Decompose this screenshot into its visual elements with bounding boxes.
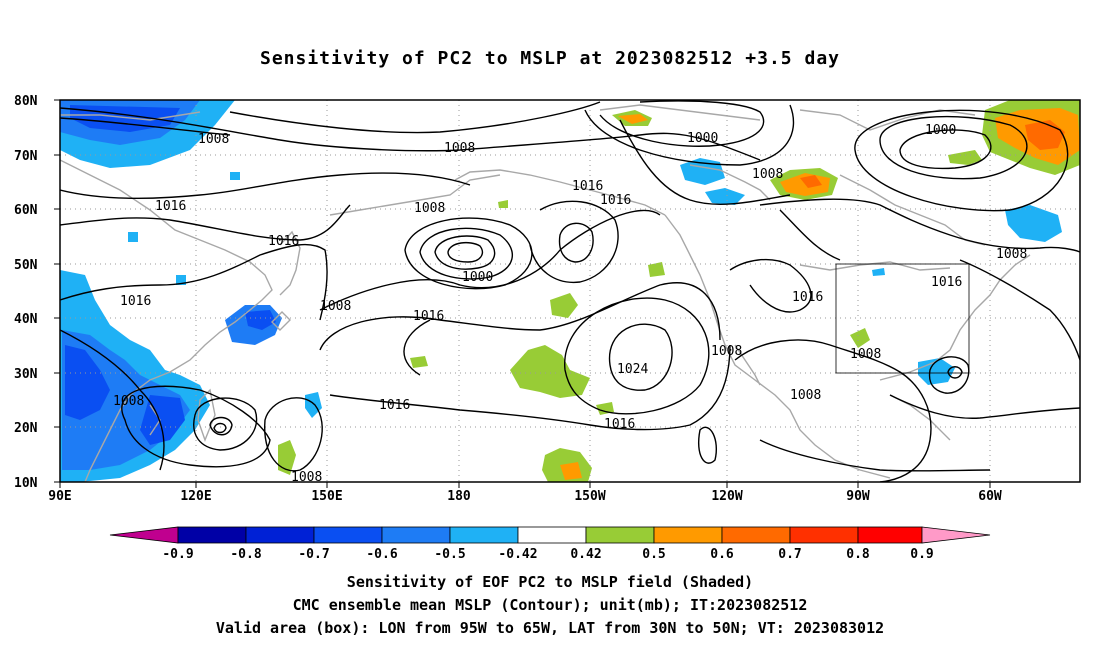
colorbar-min-arrow xyxy=(109,526,179,544)
axis-ticks xyxy=(54,99,991,488)
lat-label: 50N xyxy=(14,258,38,273)
lat-label: 60N xyxy=(14,203,38,218)
colorbar-swatch xyxy=(857,526,923,544)
lon-label: 90W xyxy=(846,489,870,504)
contour-label: 1016 xyxy=(413,309,444,324)
colorbar-swatch xyxy=(789,526,859,544)
colorbar-tick: 0.5 xyxy=(642,547,665,562)
colorbar-tick: -0.7 xyxy=(298,547,329,562)
colorbar-tick: -0.6 xyxy=(366,547,397,562)
contour-label: 1008 xyxy=(752,167,783,182)
colorbar-max-arrow xyxy=(921,526,991,544)
contour-label: 1000 xyxy=(925,123,956,138)
colorbar: -0.9 -0.8 -0.7 -0.6 -0.5 -0.42 0.42 0.5 … xyxy=(109,526,991,562)
colorbar-swatch xyxy=(245,526,315,544)
contour-label: 1024 xyxy=(617,362,648,377)
contour-label-1016-east: 1016 xyxy=(931,275,962,290)
lon-label: 180 xyxy=(447,489,471,504)
lat-label: 10N xyxy=(14,476,38,491)
lon-label: 90E xyxy=(48,489,71,504)
map-plot-area: 1008 1008 1000 1000 1016 1016 1008 1016 … xyxy=(60,100,1080,485)
colorbar-tick: 0.9 xyxy=(910,547,933,562)
contour-label: 1008 xyxy=(414,201,445,216)
contour-label: 1016 xyxy=(604,417,635,432)
lat-label: 40N xyxy=(14,312,38,327)
contour-label: 1008 xyxy=(444,141,475,156)
lon-label: 60W xyxy=(978,489,1002,504)
contour-label: 1008 xyxy=(790,388,821,403)
lon-label: 120E xyxy=(180,489,211,504)
contour-label: 1008 xyxy=(320,299,351,314)
lon-label: 150W xyxy=(574,489,605,504)
colorbar-swatch xyxy=(721,526,791,544)
contour-labels-extra: 1016 xyxy=(931,275,962,290)
contour-label: 1016 xyxy=(155,199,186,214)
contour-labels: 1008 1008 1000 1000 1016 1016 1008 1016 … xyxy=(113,123,1027,485)
colorbar-tick: -0.9 xyxy=(162,547,193,562)
longitude-labels: 90E 120E 150E 180 150W 120W 90W 60W xyxy=(48,489,1002,504)
colorbar-tick: 0.8 xyxy=(846,547,870,562)
contour-label: 1008 xyxy=(113,394,144,409)
contour-label: 1000 xyxy=(687,131,718,146)
colorbar-swatch xyxy=(381,526,451,544)
contour-label: 1016 xyxy=(792,290,823,305)
lat-label: 80N xyxy=(14,94,38,109)
contour-label: 1016 xyxy=(600,193,631,208)
lat-label: 20N xyxy=(14,421,38,436)
contour-label: 1016 xyxy=(120,294,151,309)
colorbar-swatch xyxy=(449,526,519,544)
contour-label: 1016 xyxy=(379,398,410,413)
map-frame xyxy=(59,99,1081,483)
contour-label: 1008 xyxy=(198,132,229,147)
latitude-labels: 80N 70N 60N 50N 40N 30N 20N 10N xyxy=(14,94,38,491)
colorbar-swatch xyxy=(177,526,247,544)
contour-label: 1000 xyxy=(462,270,493,285)
lon-label: 120W xyxy=(711,489,742,504)
contour-label: 1008 xyxy=(850,347,881,362)
colorbar-swatch xyxy=(653,526,723,544)
colorbar-tick: -0.5 xyxy=(434,547,465,562)
mslp-contours xyxy=(60,100,1080,482)
colorbar-swatch xyxy=(517,526,587,544)
caption-valid-area: Valid area (box): LON from 95W to 65W, L… xyxy=(215,619,885,637)
valid-area-box xyxy=(835,263,970,374)
contour-label: 1008 xyxy=(711,344,742,359)
lon-label: 150E xyxy=(311,489,342,504)
colorbar-tick: 0.7 xyxy=(778,547,801,562)
contour-label: 1008 xyxy=(291,470,322,485)
caption-contour: CMC ensemble mean MSLP (Contour); unit(m… xyxy=(292,596,808,614)
colorbar-swatch xyxy=(585,526,655,544)
colorbar-tick: -0.42 xyxy=(498,547,537,562)
lat-label: 30N xyxy=(14,367,38,382)
colorbar-tick: -0.8 xyxy=(230,547,261,562)
lat-label: 70N xyxy=(14,149,38,164)
contour-label: 1008 xyxy=(996,247,1027,262)
colorbar-tick: 0.6 xyxy=(710,547,734,562)
contour-label: 1016 xyxy=(268,234,299,249)
colorbar-swatch xyxy=(313,526,383,544)
chart-title: Sensitivity of PC2 to MSLP at 2023082512… xyxy=(259,48,840,69)
contour-label: 1016 xyxy=(572,179,603,194)
colorbar-tick: 0.42 xyxy=(570,547,601,562)
caption-shaded: Sensitivity of EOF PC2 to MSLP field (Sh… xyxy=(346,573,754,591)
